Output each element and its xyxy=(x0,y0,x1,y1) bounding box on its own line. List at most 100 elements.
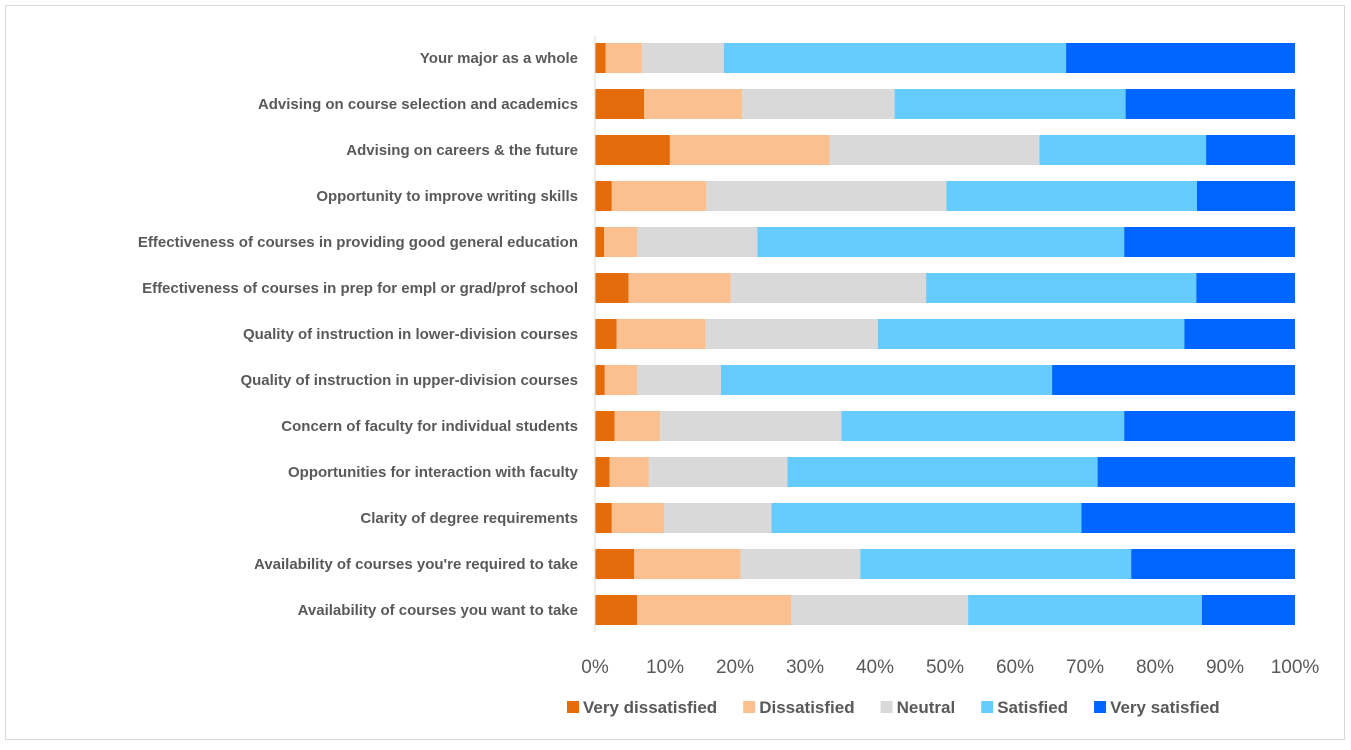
bar-segment xyxy=(1124,411,1295,441)
bar-segment xyxy=(595,503,612,533)
x-tick-label: 20% xyxy=(716,657,754,678)
bar-segment xyxy=(723,43,1067,73)
bar-segment xyxy=(926,273,1197,303)
bar-segment xyxy=(1125,89,1295,119)
bar-segment xyxy=(1184,319,1295,349)
x-tick-label: 80% xyxy=(1136,657,1174,678)
legend-swatch xyxy=(1094,701,1107,713)
bar-segment xyxy=(595,457,610,487)
category-label: Clarity of degree requirements xyxy=(360,510,578,527)
category-label: Opportunity to improve writing skills xyxy=(316,188,578,205)
bar-segment xyxy=(1081,503,1295,533)
bar-segment xyxy=(628,273,731,303)
legend-swatch xyxy=(743,701,756,713)
bar-segment xyxy=(1201,595,1295,625)
x-tick-label: 50% xyxy=(926,657,964,678)
bar-segment xyxy=(595,135,670,165)
bar-segment xyxy=(841,411,1125,441)
bar-segment xyxy=(1131,549,1295,579)
bar-segment xyxy=(1197,181,1295,211)
legend-label: Very dissatisfied xyxy=(583,698,717,717)
category-label: Effectiveness of courses in providing go… xyxy=(138,234,578,251)
legend: Very dissatisfied Dissatisfied Neutral Sati… xyxy=(567,698,1220,717)
bar-segment xyxy=(791,595,969,625)
bars-group xyxy=(595,43,1295,625)
x-tick-label: 30% xyxy=(786,657,824,678)
bar-segment xyxy=(595,319,617,349)
bar-segment xyxy=(968,595,1202,625)
bar-segment xyxy=(740,549,861,579)
bar-segment xyxy=(829,135,1040,165)
bar-segment xyxy=(648,457,788,487)
bar-segment xyxy=(771,503,1082,533)
bar-segment xyxy=(609,457,649,487)
legend-label: Neutral xyxy=(897,698,956,717)
bar-segment xyxy=(595,411,615,441)
category-label: Advising on course selection and academi… xyxy=(258,96,578,113)
bar-segment xyxy=(611,181,707,211)
bar-segment xyxy=(604,365,637,395)
bar-segment xyxy=(634,549,741,579)
bar-segment xyxy=(644,89,742,119)
bar-segment xyxy=(595,273,629,303)
category-label: Effectiveness of courses in prep for emp… xyxy=(142,280,578,297)
x-tick-label: 10% xyxy=(646,657,684,678)
category-label: Availability of courses you want to take xyxy=(298,602,578,619)
bar-segment xyxy=(637,365,721,395)
bar-segment xyxy=(894,89,1126,119)
category-label: Opportunities for interaction with facul… xyxy=(288,464,579,481)
bar-segment xyxy=(595,43,606,73)
x-tick-label: 0% xyxy=(581,657,609,678)
legend-swatch xyxy=(981,701,994,713)
bar-segment xyxy=(787,457,1098,487)
bar-segment xyxy=(595,365,605,395)
x-tick-label: 90% xyxy=(1206,657,1244,678)
bar-segment xyxy=(757,227,1125,257)
bar-segment xyxy=(595,227,605,257)
category-label: Availability of courses you're required … xyxy=(254,556,578,573)
legend-swatch xyxy=(880,701,893,713)
bar-segment xyxy=(664,503,772,533)
category-label: Your major as a whole xyxy=(420,50,578,67)
bar-segment xyxy=(637,595,792,625)
bar-segment xyxy=(604,227,637,257)
bar-segment xyxy=(637,227,758,257)
bar-segment xyxy=(595,89,644,119)
legend-swatch xyxy=(567,701,579,713)
bar-segment xyxy=(1039,135,1207,165)
x-tick-label: 40% xyxy=(856,657,894,678)
bar-segment xyxy=(616,319,706,349)
bar-segment xyxy=(611,503,665,533)
bar-segment xyxy=(595,549,635,579)
bar-segment xyxy=(1052,365,1295,395)
category-label: Quality of instruction in upper-division… xyxy=(240,372,578,389)
x-tick-label: 70% xyxy=(1066,657,1104,678)
bar-segment xyxy=(605,43,642,73)
x-axis-tick-labels: 0% 10% 20% 30% 40% 50% 60% 70% 80% 90% 100% xyxy=(581,657,1319,678)
legend-label: Satisfied xyxy=(997,698,1068,717)
bar-segment xyxy=(1097,457,1295,487)
bar-segment xyxy=(860,549,1132,579)
bar-segment xyxy=(660,411,842,441)
bar-segment xyxy=(705,319,878,349)
bar-segment xyxy=(877,319,1185,349)
bar-segment xyxy=(614,411,661,441)
category-label: Concern of faculty for individual studen… xyxy=(281,418,578,435)
bar-segment xyxy=(669,135,830,165)
bar-segment xyxy=(1124,227,1295,257)
bar-segment xyxy=(1196,273,1295,303)
bar-segment xyxy=(595,181,612,211)
bar-segment xyxy=(706,181,947,211)
bar-segment xyxy=(721,365,1053,395)
category-label: Advising on careers & the future xyxy=(346,142,578,159)
bar-segment xyxy=(946,181,1197,211)
category-labels: Your major as a whole Advising on course … xyxy=(138,50,579,619)
category-label: Quality of instruction in lower-division… xyxy=(243,326,578,343)
bar-segment xyxy=(1206,135,1295,165)
legend-label: Very satisfied xyxy=(1110,698,1220,717)
bar-segment xyxy=(1066,43,1295,73)
x-tick-label: 60% xyxy=(996,657,1034,678)
x-tick-label: 100% xyxy=(1271,657,1320,678)
bar-segment xyxy=(595,595,637,625)
